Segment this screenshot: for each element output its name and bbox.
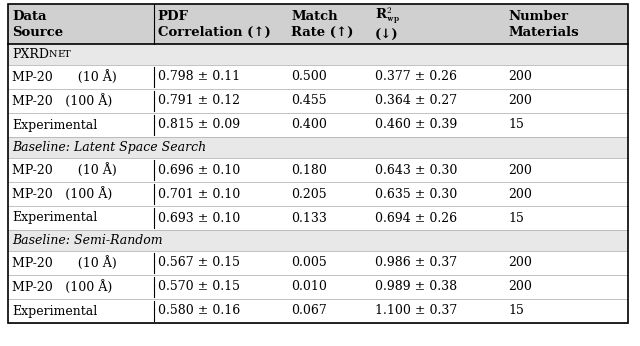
Text: MP-20 (100 Å): MP-20 (100 Å) <box>12 187 112 201</box>
Text: 0.986 ± 0.37: 0.986 ± 0.37 <box>374 256 457 270</box>
Text: 200: 200 <box>508 94 532 108</box>
Text: 0.567 ± 0.15: 0.567 ± 0.15 <box>157 256 240 270</box>
Text: 200: 200 <box>508 188 532 200</box>
Text: 15: 15 <box>508 211 524 225</box>
Text: 0.010: 0.010 <box>291 281 327 293</box>
Text: 0.500: 0.500 <box>291 71 327 83</box>
Bar <box>8 299 628 323</box>
Text: 200: 200 <box>508 256 532 270</box>
Text: 200: 200 <box>508 164 532 176</box>
Text: MP-20  (10 Å): MP-20 (10 Å) <box>12 163 116 177</box>
Text: R$^2_{\mathbf{wp}}$
(↓): R$^2_{\mathbf{wp}}$ (↓) <box>374 6 400 42</box>
Bar <box>8 137 628 158</box>
Text: 0.701 ± 0.10: 0.701 ± 0.10 <box>157 188 240 200</box>
Text: 1.100 ± 0.37: 1.100 ± 0.37 <box>374 304 457 318</box>
Bar <box>8 230 628 251</box>
Bar <box>8 89 628 113</box>
Text: 0.377 ± 0.26: 0.377 ± 0.26 <box>374 71 457 83</box>
Bar <box>8 65 628 89</box>
Text: 0.455: 0.455 <box>291 94 326 108</box>
Text: 200: 200 <box>508 281 532 293</box>
Text: 0.580 ± 0.16: 0.580 ± 0.16 <box>157 304 240 318</box>
Text: Match
Rate (↑): Match Rate (↑) <box>291 9 353 38</box>
Text: 0.694 ± 0.26: 0.694 ± 0.26 <box>374 211 457 225</box>
Text: 0.696 ± 0.10: 0.696 ± 0.10 <box>157 164 240 176</box>
Text: 0.815 ± 0.09: 0.815 ± 0.09 <box>157 118 240 131</box>
Text: Baseline: Semi-Random: Baseline: Semi-Random <box>12 234 163 247</box>
Text: Number
Materials: Number Materials <box>508 9 579 38</box>
Text: Experimental: Experimental <box>12 211 97 225</box>
Text: MP-20 (100 Å): MP-20 (100 Å) <box>12 94 112 108</box>
Text: ET: ET <box>57 50 71 59</box>
Bar <box>8 158 628 182</box>
Text: 0.989 ± 0.38: 0.989 ± 0.38 <box>374 281 457 293</box>
Text: 0.133: 0.133 <box>291 211 327 225</box>
Text: 0.205: 0.205 <box>291 188 326 200</box>
Text: 0.364 ± 0.27: 0.364 ± 0.27 <box>374 94 457 108</box>
Text: 200: 200 <box>508 71 532 83</box>
Text: 0.067: 0.067 <box>291 304 327 318</box>
Text: MP-20  (10 Å): MP-20 (10 Å) <box>12 70 116 84</box>
Text: 0.460 ± 0.39: 0.460 ± 0.39 <box>374 118 457 131</box>
Text: 0.570 ± 0.15: 0.570 ± 0.15 <box>157 281 240 293</box>
Bar <box>8 251 628 275</box>
Text: 0.693 ± 0.10: 0.693 ± 0.10 <box>157 211 240 225</box>
Text: Experimental: Experimental <box>12 118 97 131</box>
Text: MP-20  (10 Å): MP-20 (10 Å) <box>12 256 116 270</box>
Text: 0.005: 0.005 <box>291 256 327 270</box>
Text: Experimental: Experimental <box>12 304 97 318</box>
Text: 0.180: 0.180 <box>291 164 327 176</box>
Bar <box>8 182 628 206</box>
Text: 0.635 ± 0.30: 0.635 ± 0.30 <box>374 188 457 200</box>
Text: 0.400: 0.400 <box>291 118 327 131</box>
Bar <box>8 113 628 137</box>
Text: 15: 15 <box>508 118 524 131</box>
Text: Data
Source: Data Source <box>12 9 63 38</box>
Bar <box>8 275 628 299</box>
Bar <box>8 44 628 65</box>
Text: 0.791 ± 0.12: 0.791 ± 0.12 <box>157 94 240 108</box>
Text: PXRD: PXRD <box>12 48 49 61</box>
Text: MP-20 (100 Å): MP-20 (100 Å) <box>12 280 112 294</box>
Text: 0.798 ± 0.11: 0.798 ± 0.11 <box>157 71 240 83</box>
Text: N: N <box>49 50 58 59</box>
Bar <box>8 206 628 230</box>
Bar <box>8 4 628 44</box>
Text: Baseline: Latent Space Search: Baseline: Latent Space Search <box>12 141 206 154</box>
Text: 0.643 ± 0.30: 0.643 ± 0.30 <box>374 164 457 176</box>
Text: 15: 15 <box>508 304 524 318</box>
Text: PDF
Correlation (↑): PDF Correlation (↑) <box>157 9 271 38</box>
